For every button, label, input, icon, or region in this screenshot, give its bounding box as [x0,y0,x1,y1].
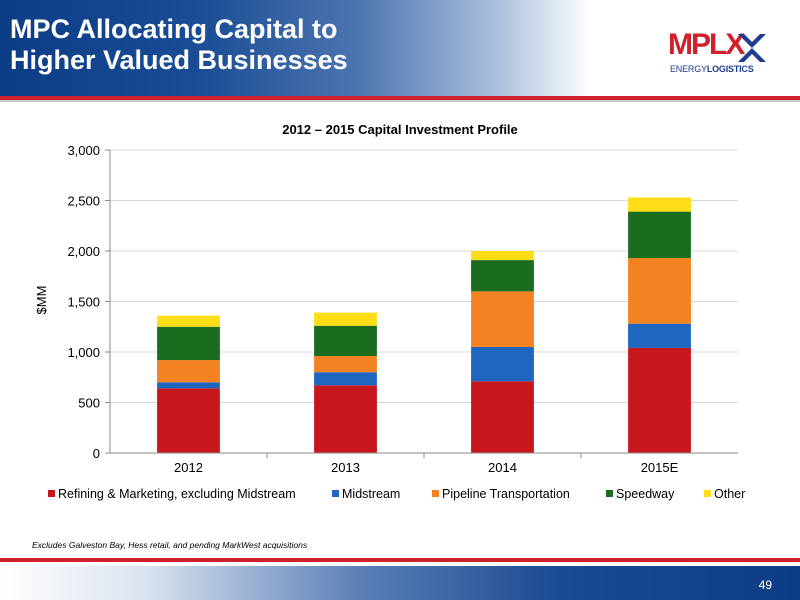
logo-wordmark: MPLX [668,28,745,61]
logo-x-mark [738,34,766,62]
x-tick-label: 2015E [641,460,679,475]
logo-tagline: ENERGYLOGISTICS [670,64,754,74]
bar-segment [471,381,534,453]
bar-segment [471,260,534,292]
bar-segment [628,211,691,259]
bar-segment [314,372,377,386]
legend-label: Pipeline Transportation [442,487,570,501]
y-tick-label: 0 [93,446,100,461]
page-number: 49 [758,578,772,592]
title-line-2: Higher Valued Businesses [10,45,348,75]
chart-bars [157,197,691,453]
y-tick-label: 2,000 [67,244,100,259]
mplx-logo: MPLX [668,28,766,62]
footer-red-rule [0,558,800,562]
chart-y-ticks: 0 500 1,000 1,500 2,000 2,500 3,000 [67,143,110,461]
legend-swatch [332,490,339,497]
logo-tagline-energy: ENERGY [670,64,707,74]
y-tick-label: 500 [78,396,100,411]
legend-swatch [432,490,439,497]
title-line-1: MPC Allocating Capital to [10,14,338,44]
header-banner [0,0,800,97]
chart-title: 2012 – 2015 Capital Investment Profile [282,122,518,137]
bar-segment [157,382,220,389]
legend-label: Refining & Marketing, excluding Midstrea… [58,487,296,501]
x-tick-label: 2013 [331,460,360,475]
x-tick-label: 2012 [174,460,203,475]
y-tick-label: 3,000 [67,143,100,158]
chart-x-ticks: 2012 2013 2014 2015E [174,453,679,475]
footer-banner [0,566,800,600]
legend-label: Midstream [342,487,400,501]
chart-legend: Refining & Marketing, excluding Midstrea… [48,487,745,501]
capital-investment-chart: 2012 – 2015 Capital Investment Profile 0… [34,122,745,501]
legend-swatch [48,490,55,497]
header-red-rule [0,96,800,100]
legend-swatch [704,490,711,497]
header-gray-rule [0,100,800,102]
legend-label: Other [714,487,745,501]
legend-swatch [606,490,613,497]
y-tick-label: 2,500 [67,194,100,209]
bar-segment [628,258,691,324]
bar-segment [628,347,691,453]
bar-segment [628,197,691,212]
bar-segment [471,251,534,261]
footnote: Excludes Galveston Bay, Hess retail, and… [32,540,308,550]
bar-segment [157,388,220,453]
bar-segment [314,385,377,453]
bar-segment [157,360,220,383]
bar-segment [314,325,377,357]
y-tick-label: 1,000 [67,345,100,360]
bar-segment [157,326,220,361]
x-tick-label: 2014 [488,460,517,475]
bar-segment [314,356,377,373]
bar-segment [471,291,534,347]
logo-tagline-logistics: LOGISTICS [706,64,754,74]
bar-segment [314,312,377,326]
legend-label: Speedway [616,487,675,501]
bar-segment [628,323,691,348]
bar-segment [157,315,220,327]
page-title: MPC Allocating Capital to Higher Valued … [10,14,348,76]
y-axis-label: $MM [34,286,49,315]
bar-segment [471,346,534,382]
y-tick-label: 1,500 [67,295,100,310]
